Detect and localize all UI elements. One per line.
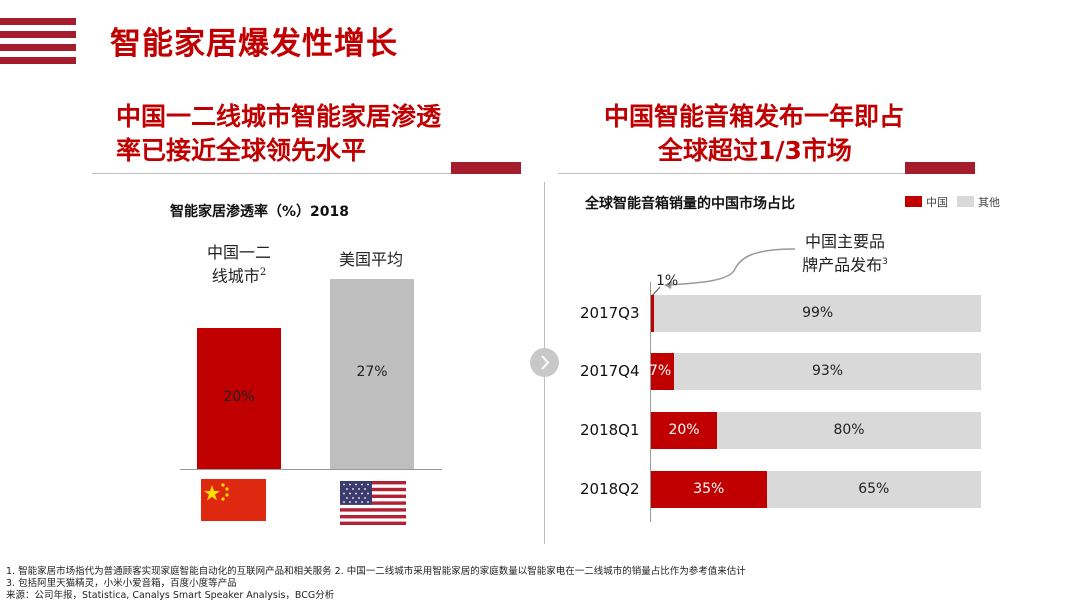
category-label: 2018Q1 (580, 421, 640, 439)
footnote-2: 3. 包括阿里天猫精灵，小米小爱音箱，百度小度等产品 (6, 578, 237, 589)
legend-swatch-china (905, 196, 922, 207)
x-axis-line (180, 469, 442, 470)
annotation-arrow-icon (664, 248, 796, 289)
page-title: 智能家居爆发性增长 (110, 26, 398, 62)
stripe (0, 44, 76, 51)
bar-value-label: 20% (223, 388, 255, 405)
annotation-text: 牌产品发布 (802, 255, 883, 275)
bar-0 (197, 328, 281, 469)
bar-segment-china (651, 295, 655, 332)
next-button[interactable] (530, 348, 559, 377)
bar-category-label-1: 美国平均 (338, 250, 403, 269)
legend-label-china: 中国 (926, 196, 948, 209)
bar-value-label-china: 20% (668, 422, 700, 438)
y-axis-line (650, 282, 651, 522)
bar-segment-china (651, 353, 675, 390)
stripe (0, 31, 76, 38)
footnote-1: 1. 智能家居市场指代为普通顾客实现家庭智能自动化的互联网产品和相关服务 2. … (6, 566, 746, 577)
bar-value-label-china: 35% (693, 481, 725, 497)
right-heading-line1: 中国智能音箱发布一年即占 (604, 102, 905, 131)
category-line: 中国一二 (206, 243, 271, 262)
bar-segment-china (651, 412, 717, 449)
bar-segment-china (651, 471, 767, 508)
left-heading-accent (451, 162, 521, 174)
legend-label-other: 其他 (978, 196, 1000, 209)
right-chart-title: 全球智能音箱销量的中国市场占比 (585, 196, 795, 212)
annotation-line: 牌产品发布3 (790, 252, 900, 275)
left-heading-line2: 率已接近全球领先水平 (116, 136, 367, 165)
left-heading-rule (92, 173, 492, 174)
category-label: 2017Q4 (580, 362, 640, 380)
bar-segment-other (766, 471, 981, 508)
stripe (0, 18, 76, 25)
right-heading-accent (905, 162, 975, 174)
bar-value-label-other: 80% (833, 422, 865, 438)
footnote-marker: 2 (259, 267, 267, 278)
stripe (0, 57, 76, 64)
bar-value-label-other: 93% (811, 363, 844, 379)
bar-value-label-china: 7% (649, 363, 672, 379)
bar-value-label-china: 1% (656, 273, 679, 289)
usa-flag-icon (340, 481, 406, 525)
bar-value-label: 27% (356, 364, 388, 380)
bar-segment-other (654, 295, 981, 332)
annotation-line: 中国主要品 (804, 232, 885, 251)
category-text: 线城市 (211, 266, 260, 286)
chevron-right-icon (541, 355, 550, 370)
left-chart-title: 智能家居渗透率（%）2018 (170, 204, 349, 220)
launch-annotation: 中国主要品 牌产品发布3 (790, 231, 900, 275)
legend-swatch-other (957, 196, 974, 207)
bar-value-label-other: 65% (858, 481, 890, 497)
bar-segment-other (674, 353, 981, 390)
footnote-source: 来源：公司年报，Statistica, Canalys Smart Speake… (6, 590, 335, 601)
china-flag-icon (201, 479, 266, 521)
bar-value-label-other: 99% (802, 305, 834, 321)
right-heading-rule (558, 173, 928, 174)
bar-1 (330, 279, 414, 469)
bar-segment-other (717, 412, 981, 449)
category-line: 线城市2 (196, 263, 282, 286)
left-heading-line1: 中国一二线城市智能家居渗透 (116, 102, 442, 131)
bar-category-label-0: 中国一二 线城市2 (196, 243, 282, 286)
right-heading-line2: 全球超过1/3市场 (658, 136, 852, 165)
category-label: 2018Q2 (580, 480, 640, 498)
footnote-marker: 3 (882, 257, 888, 267)
category-label: 2017Q3 (580, 304, 640, 322)
